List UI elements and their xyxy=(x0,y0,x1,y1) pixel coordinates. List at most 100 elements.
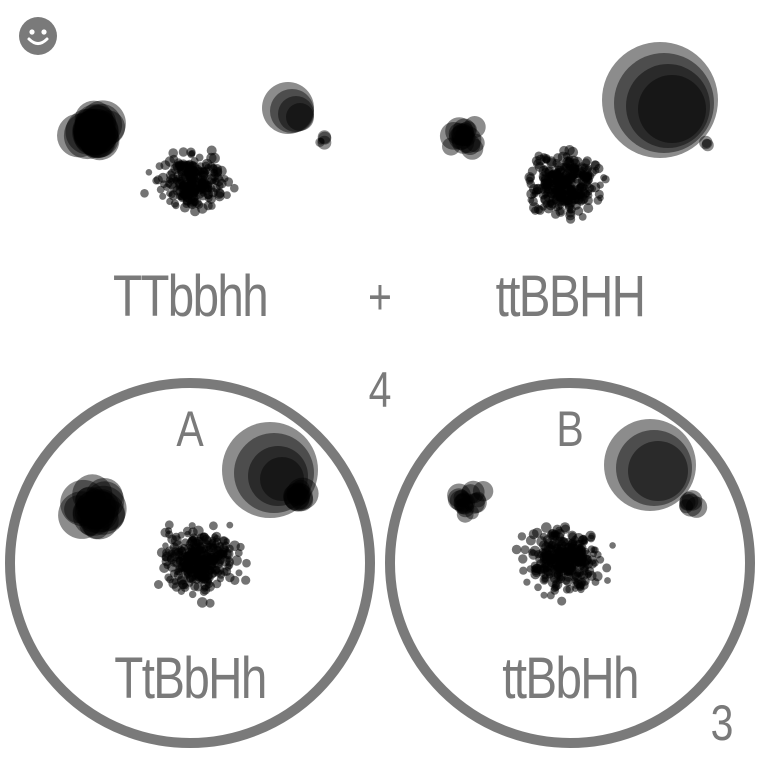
offspring-a-big-circle xyxy=(248,446,308,506)
offspring-b-cluster xyxy=(447,483,471,508)
offspring-b-dot xyxy=(540,591,548,599)
offspring-a-small-cluster xyxy=(287,485,308,507)
parent-left-dot xyxy=(203,201,213,211)
offspring-b-dot xyxy=(573,579,583,589)
offspring-a-cluster xyxy=(72,499,100,526)
offspring-b-dot xyxy=(559,546,568,555)
parent-right-dot xyxy=(565,155,574,164)
parent-left-dot xyxy=(209,164,218,174)
parent-right-dot xyxy=(562,181,569,189)
offspring-b-cluster xyxy=(455,493,469,507)
offspring-b-cluster xyxy=(456,497,474,515)
offspring-a-dot xyxy=(193,582,203,592)
offspring-a-cluster xyxy=(74,489,119,533)
parent-left-large-cluster xyxy=(73,116,114,156)
parent-left-dot xyxy=(201,179,210,188)
offspring-b-big-circle xyxy=(616,430,692,506)
offspring-a-dot xyxy=(164,520,174,530)
offspring-b-dot xyxy=(519,566,528,575)
offspring-a-cluster xyxy=(80,485,127,532)
offspring-a-dot xyxy=(241,575,251,585)
offspring-a-cluster xyxy=(93,499,126,531)
offspring-b-dot xyxy=(557,596,567,606)
offspring-a-small-cluster xyxy=(283,482,313,512)
parent-right-genotype: ttBBHH xyxy=(495,264,646,329)
parent-left-dot xyxy=(210,172,219,182)
parent-right-dot xyxy=(561,170,573,182)
offspring-a-dot xyxy=(189,535,197,542)
parent-right-cluster xyxy=(459,129,476,147)
parent-right-dot xyxy=(567,146,579,158)
offspring-a-dot xyxy=(205,598,215,608)
parent-left-large-cluster xyxy=(81,105,117,140)
offspring-b-dot xyxy=(565,569,574,577)
offspring-a-dot xyxy=(242,558,251,568)
offspring-a-dot xyxy=(185,574,195,583)
parent-right-dot xyxy=(575,182,586,193)
offspring-b-dot xyxy=(517,532,527,541)
offspring-a-big-circle xyxy=(234,433,314,513)
parent-left-dot xyxy=(200,170,211,181)
offspring-a-cluster xyxy=(85,481,125,520)
offspring-a-dot xyxy=(213,535,221,543)
offspring-a-cluster xyxy=(81,491,125,535)
offspring-b-cluster xyxy=(465,505,479,520)
offspring-b-cluster xyxy=(461,480,485,504)
parent-right-dot xyxy=(578,162,586,171)
offspring-a-small-cluster xyxy=(290,488,314,512)
parent-left-dot xyxy=(221,175,229,183)
parent-right-cluster xyxy=(442,137,460,156)
offspring-a-dot xyxy=(188,527,198,537)
offspring-a-small-cluster xyxy=(291,479,310,498)
offspring-b-dot xyxy=(545,552,557,564)
offspring-a-cluster xyxy=(79,499,109,529)
parent-left-large-cluster xyxy=(79,100,126,147)
offspring-a-big-circle xyxy=(222,422,318,518)
parent-right-dot xyxy=(527,196,535,204)
parent-right-big-circle xyxy=(602,42,718,158)
parent-right-dot xyxy=(590,182,601,193)
offspring-b-cluster xyxy=(464,493,485,514)
parent-right-dot xyxy=(590,160,601,171)
parent-right-dot xyxy=(543,192,555,203)
offspring-b-dot xyxy=(560,524,571,534)
parent-left-small-cluster xyxy=(315,137,325,147)
parent-right-dot xyxy=(559,145,569,156)
offspring-b-cluster xyxy=(466,492,487,513)
offspring-a-dot xyxy=(225,544,234,553)
parent-left-dot xyxy=(178,147,189,157)
offspring-b-big-circle xyxy=(628,441,688,501)
parent-left-genotype: TTbbhh xyxy=(112,264,269,329)
parent-right-big-circle xyxy=(614,53,714,153)
parent-right-cluster xyxy=(461,137,484,160)
offspring-a-cluster xyxy=(75,492,106,522)
parent-left-dot xyxy=(156,185,165,194)
offspring-a-dot xyxy=(201,534,211,545)
parent-right-dot xyxy=(547,180,555,188)
parent-right-cluster xyxy=(456,122,474,141)
offspring-b-dot xyxy=(609,542,616,549)
offspring-b-cluster xyxy=(449,490,471,512)
parent-left-dot xyxy=(167,168,176,177)
offspring-b-dot xyxy=(511,544,522,555)
offspring-b-small-cluster xyxy=(679,499,694,514)
offspring-a-dot xyxy=(204,558,212,566)
offspring-a-dot xyxy=(166,575,174,584)
offspring-b-cluster xyxy=(447,488,470,511)
offspring-a-dot xyxy=(154,580,163,589)
parent-left-large-cluster xyxy=(65,108,112,155)
offspring-a-dot xyxy=(209,521,218,531)
parent-left-dot xyxy=(166,176,173,184)
parent-right-dot xyxy=(555,203,563,211)
offspring-b-letter: B xyxy=(556,401,584,457)
offspring-b-cluster xyxy=(456,505,474,523)
offspring-b-cluster xyxy=(460,484,481,504)
offspring-a-cluster xyxy=(83,489,120,525)
parent-left-large-cluster xyxy=(57,113,101,158)
parent-left-large-cluster xyxy=(74,100,114,140)
parent-right-cluster xyxy=(454,126,482,154)
offspring-a-cluster xyxy=(86,500,115,529)
offspring-b-dot xyxy=(602,563,612,573)
parent-right-dot xyxy=(533,159,544,169)
